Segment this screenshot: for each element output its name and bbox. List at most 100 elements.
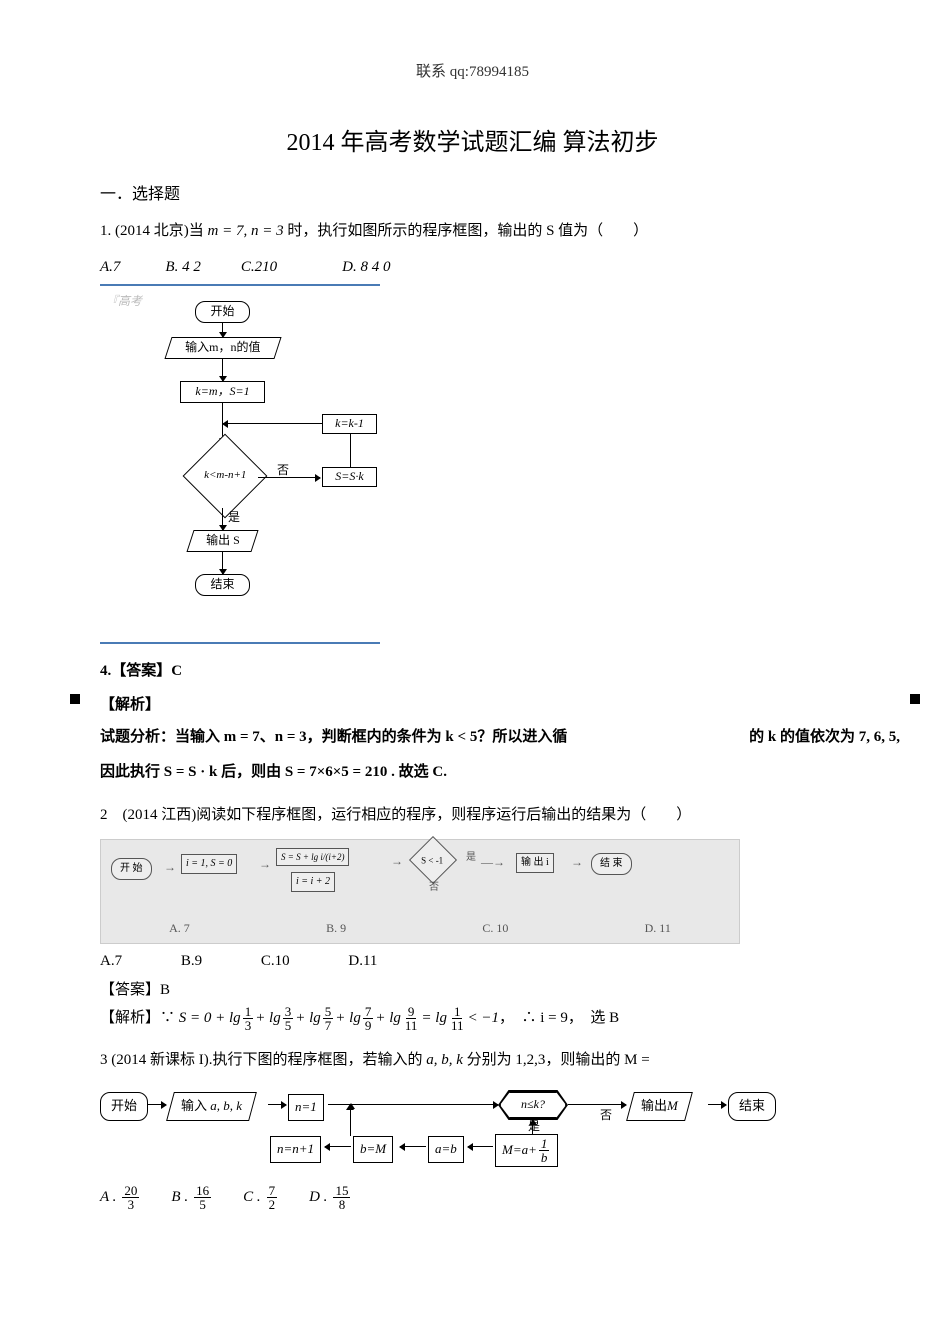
q3-mcalc: M=a+ 1b — [495, 1134, 558, 1167]
arrowhead-up-icon — [346, 1104, 354, 1110]
frac: 111 — [449, 1005, 466, 1032]
arrow — [468, 1146, 493, 1147]
q3-ninit: n=1 — [288, 1094, 324, 1121]
opt-letter: C . — [243, 1185, 261, 1209]
q1-opt-d: D. 8 4 0 — [342, 255, 390, 279]
q3-diamond: n≤k? — [498, 1090, 568, 1120]
q3-prefix: 3 (2014 新课标 I).执行下图的程序框图，若输入的 — [100, 1052, 423, 1068]
q2-analysis: 【解析】∵ S = 0 + lg 13 + lg 35 + lg 57 + lg… — [100, 1005, 845, 1032]
q1-start: 开始 — [195, 301, 250, 323]
math-text: S = 0 + lg — [175, 1006, 241, 1030]
q3-opt-d: D . 158 — [309, 1184, 352, 1211]
frac: 911 — [403, 1005, 420, 1032]
arrow-icon: → — [571, 853, 583, 872]
frac-n: 15 — [333, 1184, 350, 1198]
q1-opt-c: C.210 — [241, 255, 277, 279]
frac-d: 2 — [267, 1198, 278, 1211]
frac-n: 16 — [194, 1184, 211, 1198]
arrow — [222, 552, 223, 574]
q1-output: 输出 S — [186, 530, 258, 552]
q2-cond-text: S < -1 — [416, 854, 448, 868]
q1-end: 结束 — [195, 574, 250, 596]
math-text: + lg — [375, 1006, 401, 1030]
q1-suffix: 时，执行如图所示的程序框图，输出的 S 值为（ ） — [287, 223, 648, 239]
q2-flowchart: 开 始 → i = 1, S = 0 → S = S + lg i/(i+2) … — [100, 839, 740, 944]
q2-stem: 2 (2014 江西)阅读如下程序框图，运行相应的程序，则程序运行后输出的结果为… — [100, 802, 845, 829]
q1-cond-text: k<m-n+1 — [204, 467, 246, 485]
q2-yes: 是 — [466, 850, 476, 866]
q1-output-text: 输出 S — [206, 531, 240, 550]
q3-bm: b=M — [353, 1136, 393, 1163]
q2-answer: 【答案】B — [100, 978, 845, 1002]
q3-opt-c: C . 72 — [243, 1184, 279, 1211]
q1-supdate: S=S·k — [322, 467, 377, 487]
q3-mcalc-text: M=a+ — [502, 1140, 537, 1161]
q2-init: i = 1, S = 0 — [181, 854, 237, 874]
q1-input: 输入m，n的值 — [164, 337, 281, 359]
q2-opt-c: C.10 — [261, 953, 290, 969]
q3-flowchart: 开始 输入 a, b, k n=1 n≤k? 是 否 输出M 结束 M=a+ 1… — [100, 1084, 840, 1174]
q1-analysis-2: 因此执行 S = S · k 后，则由 S = 7×6×5 = 210 . 故选… — [100, 757, 845, 787]
frac-n: 20 — [122, 1184, 139, 1198]
q3-input: 输入 a, b, k — [166, 1092, 257, 1121]
frac-n: 7 — [267, 1184, 278, 1198]
arrow-icon: → — [259, 855, 271, 874]
side-mark — [70, 694, 80, 704]
arrow — [268, 1104, 286, 1105]
q1-cond: m = 7, n = 3 — [204, 223, 288, 239]
q2-inner-c: C. 10 — [482, 919, 508, 938]
q3-ninc: n=n+1 — [270, 1136, 321, 1163]
frac: 35 — [283, 1005, 294, 1032]
q1-diamond: k<m-n+1 — [183, 434, 268, 519]
frac: 79 — [363, 1005, 374, 1032]
q1-yes-label: 是 — [228, 508, 240, 527]
frac-n: 1 — [539, 1137, 550, 1151]
arrow — [148, 1104, 166, 1105]
math-text: + lg — [335, 1006, 361, 1030]
line — [532, 1120, 533, 1134]
frac-d: 3 — [126, 1198, 137, 1211]
q2-analysis-tail: ， ∴ i = 9， 选 B — [499, 1006, 619, 1030]
q1-opt-b: B. 4 2 — [165, 255, 200, 279]
section-heading: 一．选择题 — [100, 182, 845, 208]
q3-stem: 3 (2014 新课标 I).执行下图的程序框图，若输入的 a, b, k 分别… — [100, 1047, 845, 1074]
q2-output: 输 出 i — [516, 853, 554, 873]
q2-start: 开 始 — [111, 858, 152, 880]
q2-end: 结 束 — [591, 853, 632, 875]
frac: 57 — [323, 1005, 334, 1032]
q2-supdate: S = S + lg i/(i+2) — [276, 848, 349, 866]
q1-answer: 4.【答案】C — [100, 659, 845, 683]
q1-watermark: 『高考 — [106, 292, 142, 311]
q2-inner-b: B. 9 — [326, 919, 346, 938]
arrow — [222, 359, 223, 381]
q1-input-text: 输入m，n的值 — [185, 338, 260, 357]
q1-options: A.7 B. 4 2 C.210 D. 8 4 0 — [100, 255, 845, 279]
math-text: < −1 — [467, 1006, 499, 1030]
q1-analysis-1b: 的 k 的值依次为 7, 6, 5, — [749, 722, 900, 752]
q1-prefix: 1. (2014 北京)当 — [100, 223, 204, 239]
q2-opt-a: A.7 — [100, 953, 122, 969]
q2-inner-d: D. 11 — [645, 919, 671, 938]
q3-start: 开始 — [100, 1092, 148, 1121]
side-mark — [910, 694, 920, 704]
arrow-icon: → — [391, 852, 403, 871]
arrow — [708, 1104, 726, 1105]
page-header: 联系 qq:78994185 — [100, 60, 845, 84]
page-title: 2014 年高考数学试题汇编 算法初步 — [100, 124, 845, 162]
q1-init: k=m，S=1 — [180, 381, 265, 403]
q2-no: 否 — [429, 880, 439, 896]
arrow — [400, 1146, 426, 1147]
arrow-icon: → — [164, 858, 176, 877]
q1-opt-a: A.7 — [100, 255, 120, 279]
frac-d: b — [539, 1151, 550, 1164]
q3-opt-a: A . 203 — [100, 1184, 141, 1211]
q1-analysis-label: 【解析】 — [100, 693, 845, 717]
q3-end: 结束 — [728, 1092, 776, 1121]
math-text: = lg — [421, 1006, 447, 1030]
arrow — [568, 1104, 626, 1105]
q2-diamond: S < -1 — [409, 836, 457, 884]
q2-analysis-label: 【解析】∵ — [100, 1006, 175, 1030]
arrow — [222, 508, 223, 530]
arrow-icon: —→ — [481, 853, 505, 872]
q2-opt-d: D.11 — [348, 953, 377, 969]
